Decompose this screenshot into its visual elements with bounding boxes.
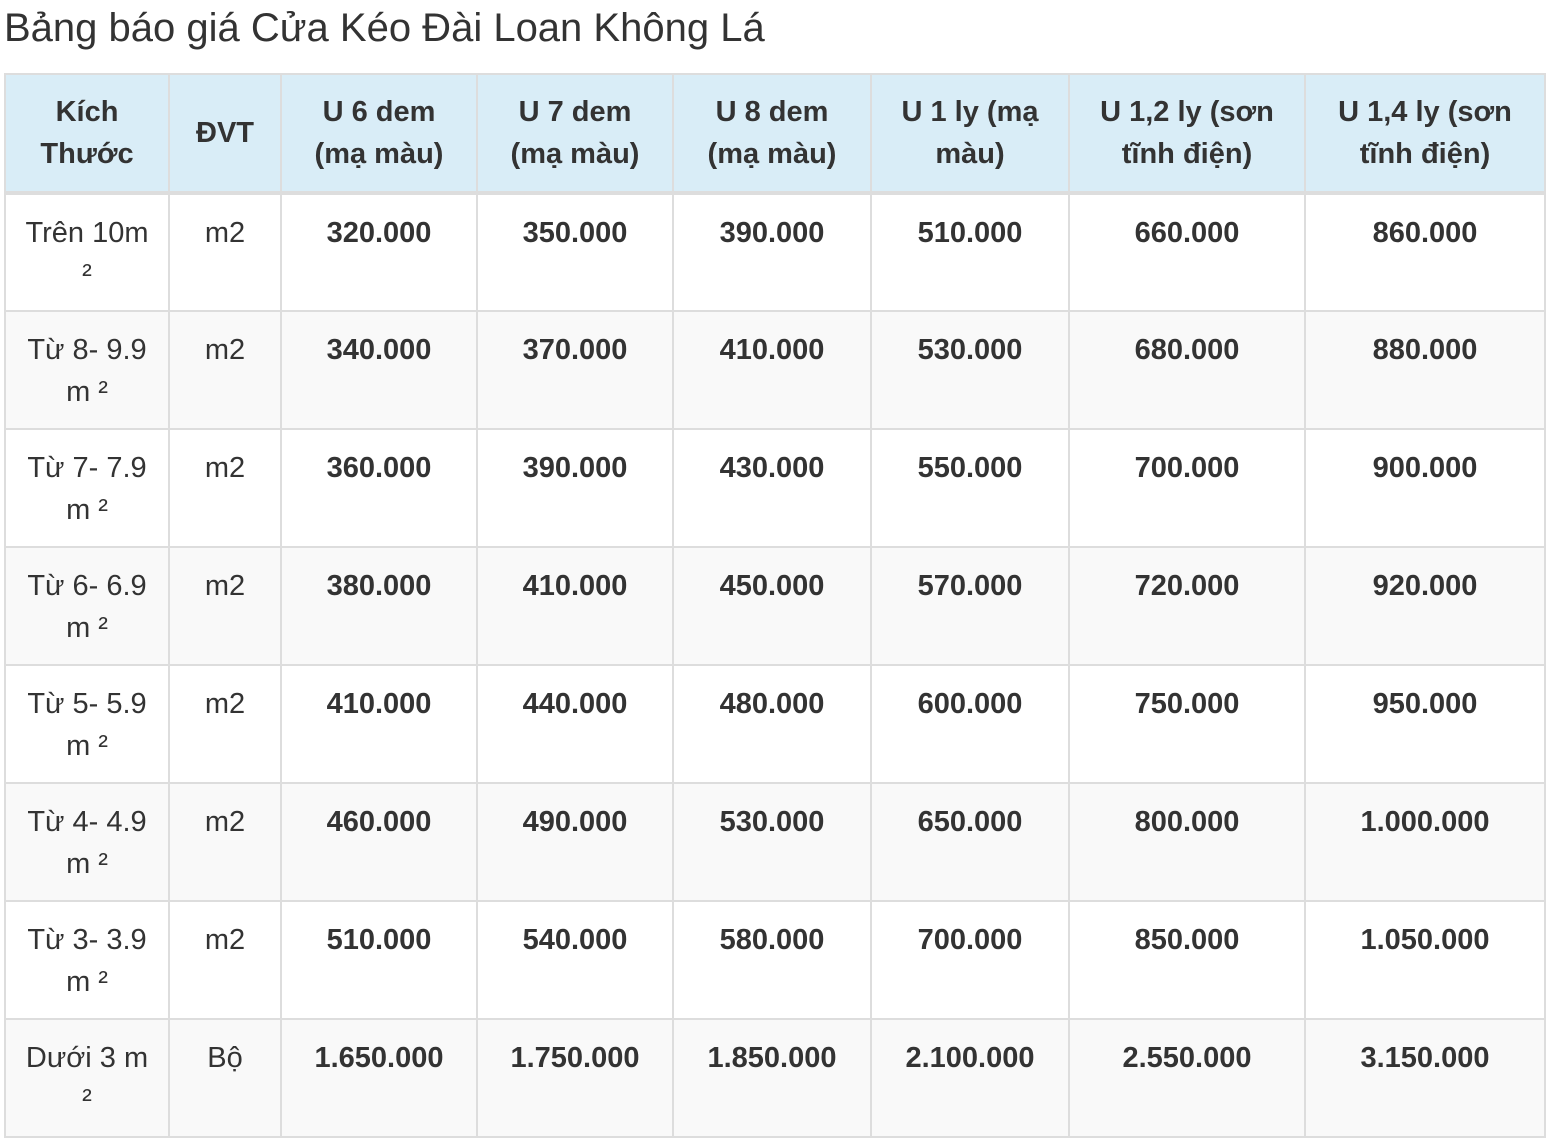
price-cell: 480.000 xyxy=(672,664,872,784)
unit-cell: m2 xyxy=(168,546,282,666)
price-cell: 700.000 xyxy=(1068,428,1306,548)
header-unit: ĐVT xyxy=(168,73,282,195)
price-cell: 410.000 xyxy=(672,310,872,430)
header-u8: U 8 dem (mạ màu) xyxy=(672,73,872,195)
price-cell: 1.750.000 xyxy=(476,1018,674,1138)
price-cell: 570.000 xyxy=(870,546,1070,666)
size-cell: Từ 4- 4.9 m ² xyxy=(4,782,170,902)
price-cell: 700.000 xyxy=(870,900,1070,1020)
price-cell: 360.000 xyxy=(280,428,478,548)
price-cell: 530.000 xyxy=(870,310,1070,430)
price-cell: 720.000 xyxy=(1068,546,1306,666)
size-cell: Dưới 3 m ² xyxy=(4,1018,170,1138)
price-cell: 340.000 xyxy=(280,310,478,430)
price-cell: 490.000 xyxy=(476,782,674,902)
size-cell: Trên 10m ² xyxy=(4,192,170,312)
price-cell: 920.000 xyxy=(1304,546,1546,666)
price-cell: 450.000 xyxy=(672,546,872,666)
price-table: Kích Thước ĐVT U 6 dem (mạ màu) U 7 dem … xyxy=(4,73,1546,1138)
unit-cell: Bộ xyxy=(168,1018,282,1138)
table-row: Từ 5- 5.9 m ² m2 410.000 440.000 480.000… xyxy=(4,664,1546,784)
table-row: Dưới 3 m ² Bộ 1.650.000 1.750.000 1.850.… xyxy=(4,1018,1546,1138)
unit-cell: m2 xyxy=(168,664,282,784)
price-cell: 540.000 xyxy=(476,900,674,1020)
table-row: Trên 10m ² m2 320.000 350.000 390.000 51… xyxy=(4,192,1546,312)
size-cell: Từ 3- 3.9 m ² xyxy=(4,900,170,1020)
price-cell: 900.000 xyxy=(1304,428,1546,548)
price-cell: 600.000 xyxy=(870,664,1070,784)
price-cell: 3.150.000 xyxy=(1304,1018,1546,1138)
size-cell: Từ 5- 5.9 m ² xyxy=(4,664,170,784)
price-cell: 390.000 xyxy=(476,428,674,548)
table-row: Từ 8- 9.9 m ² m2 340.000 370.000 410.000… xyxy=(4,310,1546,430)
table-row: Từ 3- 3.9 m ² m2 510.000 540.000 580.000… xyxy=(4,900,1546,1020)
price-cell: 750.000 xyxy=(1068,664,1306,784)
price-cell: 2.550.000 xyxy=(1068,1018,1306,1138)
page-title: Bảng báo giá Cửa Kéo Đài Loan Không Lá xyxy=(4,6,765,50)
header-u14ly: U 1,4 ly (sơn tĩnh điện) xyxy=(1304,73,1546,195)
price-cell: 860.000 xyxy=(1304,192,1546,312)
price-cell: 850.000 xyxy=(1068,900,1306,1020)
price-cell: 410.000 xyxy=(476,546,674,666)
price-cell: 530.000 xyxy=(672,782,872,902)
table-row: Từ 4- 4.9 m ² m2 460.000 490.000 530.000… xyxy=(4,782,1546,902)
size-cell: Từ 8- 9.9 m ² xyxy=(4,310,170,430)
price-cell: 370.000 xyxy=(476,310,674,430)
price-cell: 380.000 xyxy=(280,546,478,666)
price-cell: 320.000 xyxy=(280,192,478,312)
size-cell: Từ 7- 7.9 m ² xyxy=(4,428,170,548)
price-cell: 460.000 xyxy=(280,782,478,902)
size-cell: Từ 6- 6.9 m ² xyxy=(4,546,170,666)
header-u1ly: U 1 ly (mạ màu) xyxy=(870,73,1070,195)
price-cell: 510.000 xyxy=(870,192,1070,312)
header-u7: U 7 dem (mạ màu) xyxy=(476,73,674,195)
price-cell: 1.000.000 xyxy=(1304,782,1546,902)
unit-cell: m2 xyxy=(168,310,282,430)
price-cell: 410.000 xyxy=(280,664,478,784)
table-row: Từ 7- 7.9 m ² m2 360.000 390.000 430.000… xyxy=(4,428,1546,548)
unit-cell: m2 xyxy=(168,428,282,548)
price-cell: 350.000 xyxy=(476,192,674,312)
price-cell: 550.000 xyxy=(870,428,1070,548)
header-u12ly: U 1,2 ly (sơn tĩnh điện) xyxy=(1068,73,1306,195)
price-cell: 880.000 xyxy=(1304,310,1546,430)
price-cell: 680.000 xyxy=(1068,310,1306,430)
price-cell: 440.000 xyxy=(476,664,674,784)
price-cell: 660.000 xyxy=(1068,192,1306,312)
price-cell: 800.000 xyxy=(1068,782,1306,902)
price-cell: 510.000 xyxy=(280,900,478,1020)
header-u6: U 6 dem (mạ màu) xyxy=(280,73,478,195)
price-cell: 1.050.000 xyxy=(1304,900,1546,1020)
price-cell: 650.000 xyxy=(870,782,1070,902)
price-cell: 2.100.000 xyxy=(870,1018,1070,1138)
unit-cell: m2 xyxy=(168,192,282,312)
price-cell: 390.000 xyxy=(672,192,872,312)
price-cell: 1.650.000 xyxy=(280,1018,478,1138)
price-cell: 1.850.000 xyxy=(672,1018,872,1138)
table-header-row: Kích Thước ĐVT U 6 dem (mạ màu) U 7 dem … xyxy=(4,73,1546,195)
price-cell: 950.000 xyxy=(1304,664,1546,784)
price-cell: 580.000 xyxy=(672,900,872,1020)
unit-cell: m2 xyxy=(168,900,282,1020)
table-row: Từ 6- 6.9 m ² m2 380.000 410.000 450.000… xyxy=(4,546,1546,666)
price-cell: 430.000 xyxy=(672,428,872,548)
header-size: Kích Thước xyxy=(4,73,170,195)
unit-cell: m2 xyxy=(168,782,282,902)
